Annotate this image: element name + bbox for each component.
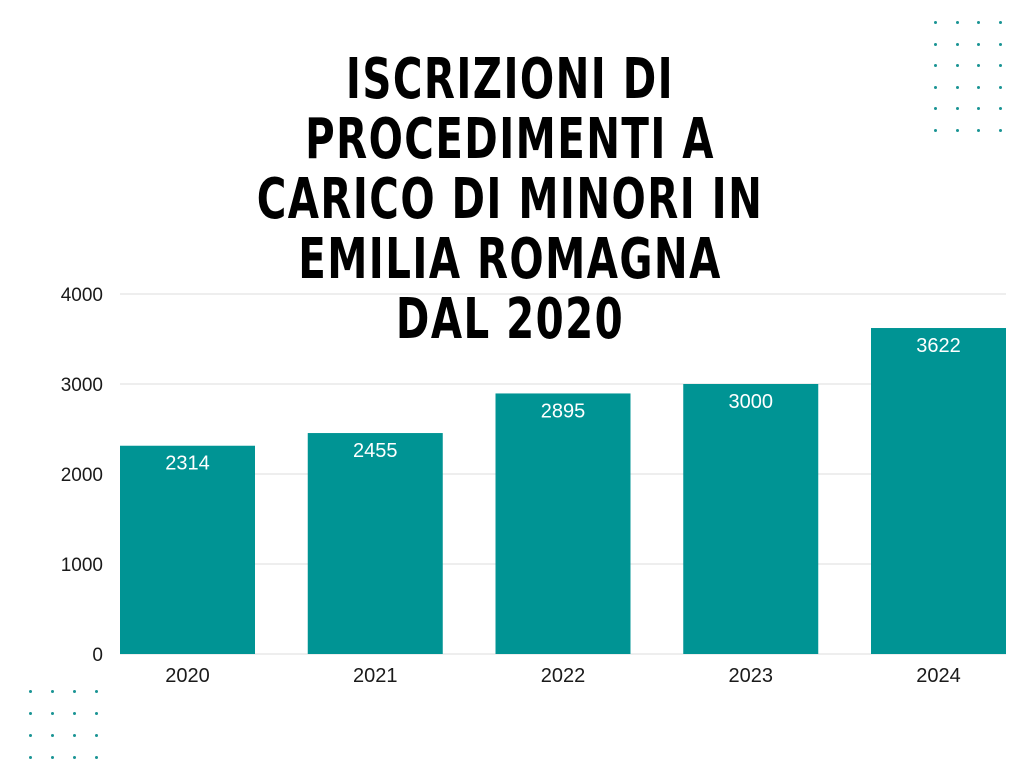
bar-value-label: 3622 <box>916 335 961 357</box>
y-tick-label: 2000 <box>61 465 103 486</box>
decorative-dot <box>998 64 1002 67</box>
bar-value-label: 2455 <box>353 440 398 462</box>
decorative-dot <box>934 42 937 46</box>
decorative-dot <box>955 85 959 89</box>
chart-title: ISCRIZIONI DI PROCEDIMENTI A CARICO DI M… <box>256 47 764 352</box>
bar <box>120 445 255 654</box>
decorative-dot <box>95 734 98 737</box>
decorative-dot <box>977 64 980 67</box>
y-tick-label: 1000 <box>61 555 103 576</box>
decorative-dot <box>934 128 937 132</box>
x-tick-label: 2023 <box>729 665 774 687</box>
decorative-dot <box>51 690 54 693</box>
decorative-dot <box>73 690 76 693</box>
decorative-dot <box>934 107 937 110</box>
decorative-dot <box>51 756 54 759</box>
decorative-dot <box>51 712 54 715</box>
decorative-dot <box>955 107 959 110</box>
decorative-dot <box>998 85 1002 89</box>
decorative-dot <box>977 128 980 132</box>
y-tick-label: 0 <box>92 645 103 666</box>
decorative-dot <box>977 42 980 46</box>
decorative-dot <box>977 21 980 24</box>
bar <box>307 433 443 654</box>
decorative-dot <box>29 712 32 715</box>
bar <box>683 384 819 654</box>
bar <box>871 328 1006 654</box>
decorative-dot <box>95 712 98 715</box>
decorative-dot <box>955 128 959 132</box>
decorative-dot <box>934 85 937 89</box>
decorative-dot <box>934 21 937 24</box>
decorative-dot <box>95 756 98 759</box>
decorative-dot <box>955 64 959 67</box>
y-tick-label: 3000 <box>61 375 103 396</box>
decorative-dot <box>29 734 32 737</box>
decorative-dot <box>95 690 98 693</box>
decorative-dot <box>998 21 1002 24</box>
decorative-dot <box>977 107 980 110</box>
x-tick-label: 2020 <box>165 665 210 687</box>
x-tick-label: 2021 <box>353 665 398 687</box>
decorative-dot <box>977 85 980 89</box>
decorative-dot <box>73 712 76 715</box>
decorative-dot <box>73 756 76 759</box>
decorative-dot <box>998 107 1002 110</box>
decorative-dot <box>955 21 959 24</box>
decorative-dot <box>73 734 76 737</box>
bar <box>495 393 631 654</box>
decorative-dot <box>29 690 32 693</box>
bar-value-label: 2314 <box>165 453 210 475</box>
bar-value-label: 3000 <box>729 391 774 413</box>
decorative-dot <box>998 128 1002 132</box>
x-tick-label: 2022 <box>541 665 586 687</box>
decorative-dot <box>955 42 959 46</box>
decorative-dot <box>29 756 32 759</box>
decorative-dot <box>934 64 937 67</box>
decorative-dot <box>51 734 54 737</box>
bar-value-label: 2895 <box>541 400 586 422</box>
y-tick-label: 4000 <box>61 285 103 306</box>
x-tick-label: 2024 <box>916 665 961 687</box>
decorative-dot <box>998 42 1002 46</box>
